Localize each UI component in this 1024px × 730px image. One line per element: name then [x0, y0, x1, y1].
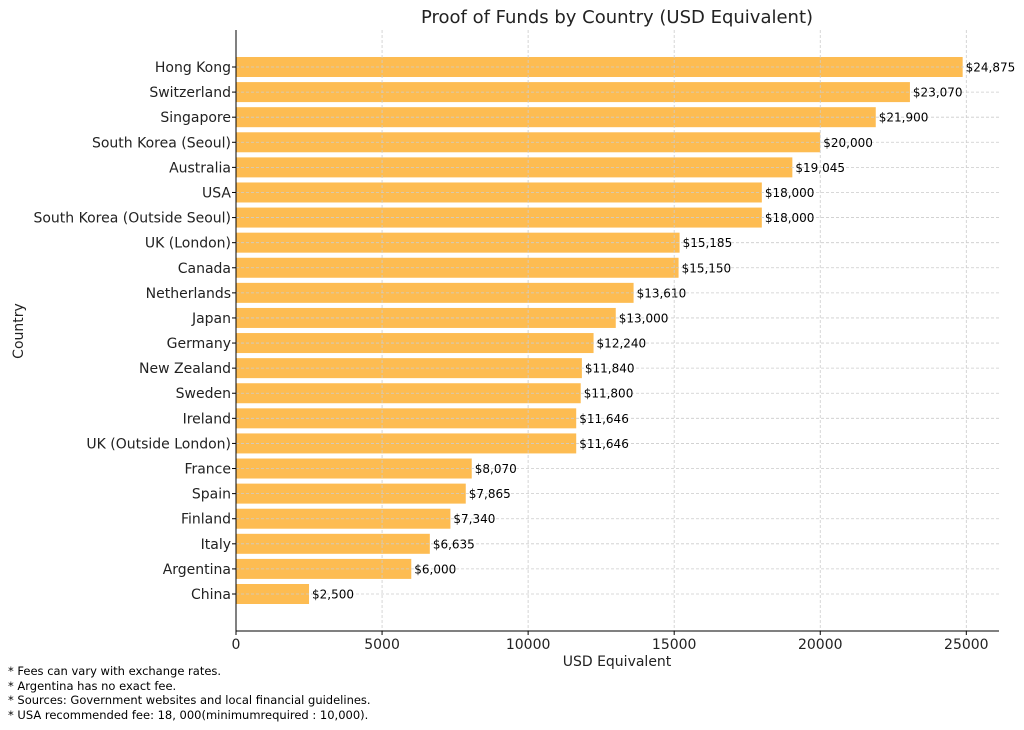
bar: [236, 307, 616, 328]
footnote: * USA recommended fee: 18, 000(minimumre…: [8, 707, 369, 722]
data-label: $11,646: [579, 437, 629, 451]
data-label: $6,000: [414, 562, 456, 576]
category-tick-label: UK (London): [145, 236, 231, 252]
footnote: * Argentina has no exact fee.: [8, 678, 177, 693]
data-label: $11,840: [585, 362, 635, 376]
x-tick-label: 5000: [364, 637, 400, 653]
data-label: $12,240: [597, 337, 647, 351]
y-axis-label: Country: [11, 303, 27, 359]
data-label: $24,875: [966, 61, 1016, 75]
category-tick-label: Australia: [169, 160, 231, 176]
category-tick-label: Switzerland: [149, 85, 231, 101]
footnotes: * Fees can vary with exchange rates. * A…: [8, 664, 371, 722]
category-tick-label: Japan: [191, 311, 231, 327]
data-label: $11,800: [584, 387, 634, 401]
data-label: $7,865: [469, 487, 511, 501]
category-tick-label: China: [191, 587, 231, 603]
data-label: $21,900: [879, 111, 929, 125]
data-label: $15,150: [682, 261, 732, 275]
category-tick-label: Netherlands: [146, 286, 231, 302]
category-tick-label: Italy: [201, 537, 231, 553]
x-axis-label: USD Equivalent: [563, 654, 672, 670]
category-tick-label: Argentina: [163, 562, 231, 578]
category-tick-label: Ireland: [183, 411, 231, 427]
x-tick-label: 10000: [506, 637, 551, 653]
footnote: * Fees can vary with exchange rates.: [8, 664, 222, 678]
data-label: $18,000: [765, 186, 815, 200]
category-tick-label: Spain: [192, 487, 231, 503]
bar: [236, 333, 594, 354]
data-label: $11,646: [579, 412, 629, 426]
category-tick-label: Sweden: [176, 386, 231, 402]
category-tick-label: USA: [202, 185, 231, 201]
data-label: $6,635: [433, 537, 475, 551]
category-tick-label: Canada: [178, 261, 231, 277]
category-tick-label: Germany: [167, 336, 231, 352]
footnote: * Sources: Government websites and local…: [8, 693, 371, 707]
category-tick-label: Hong Kong: [155, 60, 231, 76]
bar: [236, 483, 466, 504]
x-tick-label: 15000: [652, 637, 697, 653]
data-label: $8,070: [475, 462, 517, 476]
x-tick-label: 25000: [944, 637, 989, 653]
chart-title: Proof of Funds by Country (USD Equivalen…: [421, 7, 813, 28]
category-tick-label: South Korea (Seoul): [92, 135, 231, 151]
category-tick-label: France: [184, 462, 231, 478]
category-tick-label: UK (Outside London): [86, 436, 231, 452]
data-label: $13,610: [637, 286, 687, 300]
data-label: $13,000: [619, 311, 669, 325]
data-label: $20,000: [823, 136, 873, 150]
bar: [236, 107, 876, 128]
data-label: $15,185: [683, 236, 733, 250]
data-label: $2,500: [312, 588, 354, 602]
category-tick-label: Singapore: [160, 110, 231, 126]
x-tick-label: 20000: [798, 637, 843, 653]
bar: [236, 157, 793, 178]
category-tick-label: New Zealand: [139, 361, 231, 377]
bar: [236, 282, 634, 303]
category-tick-label: Finland: [181, 512, 231, 528]
data-label: $18,000: [765, 211, 815, 225]
data-label: $23,070: [913, 86, 963, 100]
data-label: $7,340: [453, 512, 495, 526]
bar: [236, 57, 963, 77]
x-tick-label: 0: [232, 637, 241, 653]
category-tick-label: South Korea (Outside Seoul): [33, 211, 231, 227]
